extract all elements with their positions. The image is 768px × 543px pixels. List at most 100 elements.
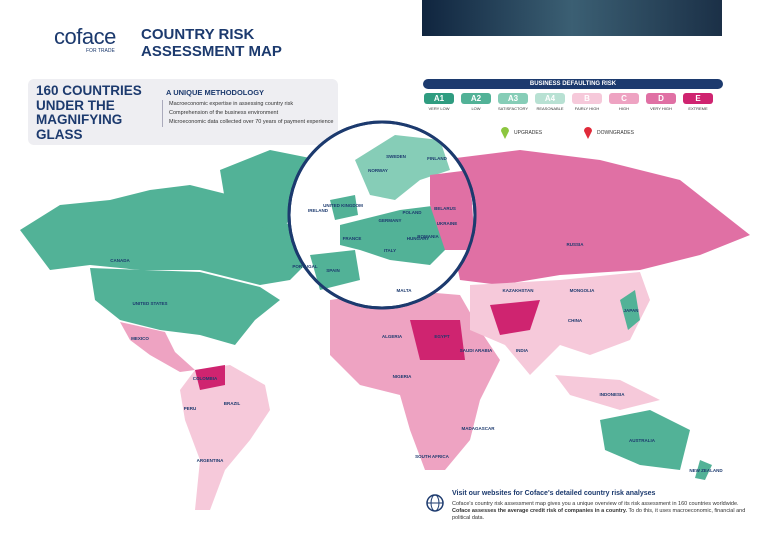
- country-label: ITALY: [384, 248, 396, 253]
- country-label: ROMANIA: [417, 234, 439, 239]
- bullet: Macroeconomic expertise in assessing cou…: [169, 101, 294, 107]
- country-label: BRAZIL: [224, 401, 241, 406]
- russia-shape: [440, 150, 750, 285]
- legend-item: A2 LOW: [461, 93, 491, 111]
- nordics-shape: [355, 135, 450, 200]
- grade-label: REASONABLE: [536, 106, 564, 111]
- magnifier-rim: [287, 120, 477, 310]
- grade-label: LOW: [471, 106, 481, 111]
- country-label: SPAIN: [326, 268, 339, 273]
- australia-shape: [600, 410, 690, 470]
- grade-badge: A4: [535, 93, 565, 104]
- grade-badge: A3: [498, 93, 528, 104]
- grade-label: VERY LOW: [428, 106, 450, 111]
- banner-image: [422, 0, 722, 36]
- country-label: HUNGARY: [407, 236, 430, 241]
- europe-shape: [340, 205, 455, 265]
- grade-badge: B: [572, 93, 602, 104]
- country-label: POLAND: [403, 210, 423, 215]
- sahel-shape: [410, 320, 465, 360]
- country-label: BELARUS: [434, 206, 456, 211]
- grade-label: HIGH: [619, 106, 629, 111]
- country-label: SWEDEN: [386, 154, 406, 159]
- uk-shape: [330, 195, 358, 220]
- country-label: MONGOLIA: [570, 288, 595, 293]
- logo-tagline: FOR TRADE: [86, 48, 115, 54]
- headline: 160 COUNTRIES UNDER THE MAGNIFYING GLASS: [36, 83, 142, 142]
- grade-label: EXTREME: [688, 106, 708, 111]
- country-label: KAZAKHSTAN: [503, 288, 534, 293]
- new-zealand-shape: [695, 460, 712, 480]
- country-label: CANADA: [110, 258, 130, 263]
- legend-item: A1 VERY LOW: [424, 93, 454, 111]
- footer-text: Coface's country risk assessment map giv…: [452, 501, 739, 507]
- country-label: SAUDI ARABIA: [460, 348, 493, 353]
- footer-body: Coface's country risk assessment map giv…: [452, 501, 752, 522]
- country-label: GERMANY: [378, 218, 401, 223]
- upgrades-label: UPGRADES: [514, 130, 543, 136]
- country-label: NIGERIA: [393, 374, 413, 379]
- indonesia-shape: [555, 375, 660, 410]
- footer-text: To do this, it uses macroeconomic, finan…: [452, 508, 746, 521]
- legend-item: B FAIRLY HIGH: [572, 93, 602, 111]
- footer-bold: Coface assesses the average credit risk …: [452, 508, 628, 514]
- upgrade-icon: [501, 127, 509, 139]
- asia-shape: [470, 272, 650, 375]
- grade-badge: A2: [461, 93, 491, 104]
- legend-item: D VERY HIGH: [646, 93, 676, 111]
- country-label: MADAGASCAR: [462, 426, 496, 431]
- country-label: EGYPT: [434, 334, 450, 339]
- logo: coface: [54, 24, 116, 49]
- bullet: Comprehension of the business environmen…: [169, 110, 279, 116]
- country-label: FINLAND: [427, 156, 447, 161]
- legend-grades: A1 VERY LOW A2 LOW A3 SATISFACTORY A4 REASONABL…: [424, 93, 724, 115]
- country-label: UNITED KINGDOM: [323, 203, 363, 208]
- usa-shape: [90, 268, 280, 345]
- country-label: MEXICO: [131, 336, 149, 341]
- grade-badge: C: [609, 93, 639, 104]
- intro-box: [28, 79, 338, 145]
- country-label: PERU: [184, 406, 197, 411]
- legend-item: E EXTREME: [683, 93, 713, 111]
- country-label: UNITED STATES: [132, 301, 167, 306]
- country-label: INDIA: [516, 348, 529, 353]
- iberia-shape: [310, 250, 360, 290]
- country-label: MALTA: [396, 288, 412, 293]
- downgrades-label: DOWNGRADES: [597, 130, 634, 136]
- middle-east-shape: [490, 300, 540, 335]
- eastern-europe-shape: [430, 170, 475, 250]
- legend-item: A4 REASONABLE: [535, 93, 565, 111]
- method-title: A UNIQUE METHODOLOGY: [166, 88, 265, 97]
- grade-badge: D: [646, 93, 676, 104]
- grade-label: SATISFACTORY: [498, 106, 529, 111]
- country-label: RUSSIA: [566, 242, 584, 247]
- venezuela-shape: [195, 365, 225, 390]
- country-label: SOUTH AFRICA: [415, 454, 450, 459]
- country-label: INDONESIA: [599, 392, 625, 397]
- globe-icon: [426, 494, 444, 512]
- bullet-list: Macroeconomic expertise in assessing cou…: [162, 100, 339, 127]
- bullet: Microeconomic data collected over 70 yea…: [169, 119, 334, 125]
- japan-shape: [620, 290, 640, 330]
- south-america-shape: [180, 365, 270, 510]
- country-label: AUSTRALIA: [629, 438, 656, 443]
- country-label: NORWAY: [368, 168, 388, 173]
- grade-label: FAIRLY HIGH: [574, 106, 600, 111]
- grade-label: VERY HIGH: [650, 106, 672, 111]
- country-label: UKRAINE: [437, 221, 458, 226]
- country-label: JAPAN: [624, 308, 639, 313]
- page-title: COUNTRY RISK ASSESSMENT MAP: [141, 26, 282, 60]
- mexico-shape: [120, 322, 195, 372]
- grade-badge: A1: [424, 93, 454, 104]
- country-label: NEW ZEALAND: [689, 468, 723, 473]
- country-label: FRANCE: [343, 236, 362, 241]
- legend-item: A3 SATISFACTORY: [498, 93, 528, 111]
- legend-item: C HIGH: [609, 93, 639, 111]
- footer-title: Visit our websites for Coface's detailed…: [452, 490, 656, 497]
- legend-title: BUSINESS DEFAULTING RISK: [423, 79, 723, 89]
- grade-badge: E: [683, 93, 713, 104]
- country-label: COLOMBIA: [193, 376, 218, 381]
- country-label: PORTUGAL: [292, 264, 318, 269]
- country-labels: CANADA UNITED STATES MEXICO BRAZIL ARGENTINA…: [110, 154, 723, 473]
